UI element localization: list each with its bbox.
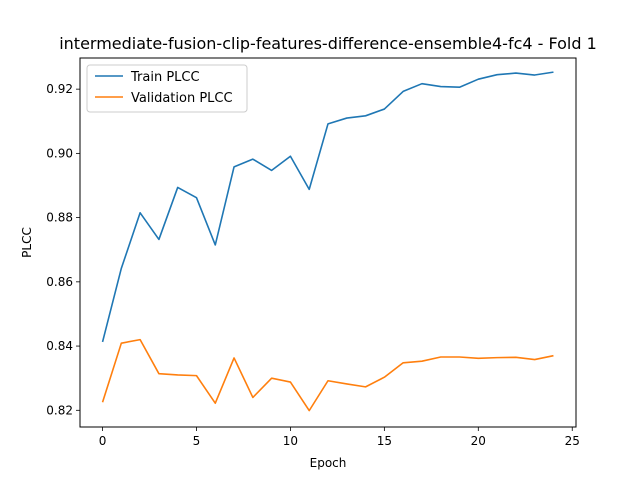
legend-frame bbox=[86, 64, 248, 113]
x-axis-ticks: 0 5 10 15 20 25 bbox=[99, 427, 580, 448]
y-axis-label: PLCC bbox=[20, 227, 34, 258]
plot-area-frame bbox=[79, 57, 577, 428]
y-tick-label: 0.86 bbox=[46, 275, 73, 289]
series-line-validation bbox=[101, 338, 554, 412]
chart-title: intermediate-fusion-clip-features-differ… bbox=[59, 34, 597, 53]
y-tick-label: 0.82 bbox=[46, 403, 73, 417]
series-layer bbox=[101, 71, 554, 412]
legend-label-validation: Validation PLCC bbox=[131, 91, 233, 106]
x-tick-label: 5 bbox=[193, 434, 201, 448]
x-tick-label: 20 bbox=[471, 434, 486, 448]
y-tick-label: 0.92 bbox=[46, 82, 73, 96]
y-axis-ticks: 0.82 0.84 0.86 0.88 0.90 0.92 bbox=[46, 82, 80, 417]
y-tick-label: 0.84 bbox=[46, 339, 73, 353]
y-tick-label: 0.88 bbox=[46, 211, 73, 225]
x-tick-label: 25 bbox=[565, 434, 580, 448]
y-tick-label: 0.90 bbox=[46, 146, 73, 160]
x-tick-label: 15 bbox=[377, 434, 392, 448]
legend: Train PLCC Validation PLCC bbox=[86, 64, 248, 113]
legend-label-train: Train PLCC bbox=[130, 70, 200, 85]
x-axis-label: Epoch bbox=[310, 456, 347, 470]
series-line-train bbox=[101, 71, 554, 343]
x-tick-label: 10 bbox=[283, 434, 298, 448]
x-tick-label: 0 bbox=[99, 434, 107, 448]
